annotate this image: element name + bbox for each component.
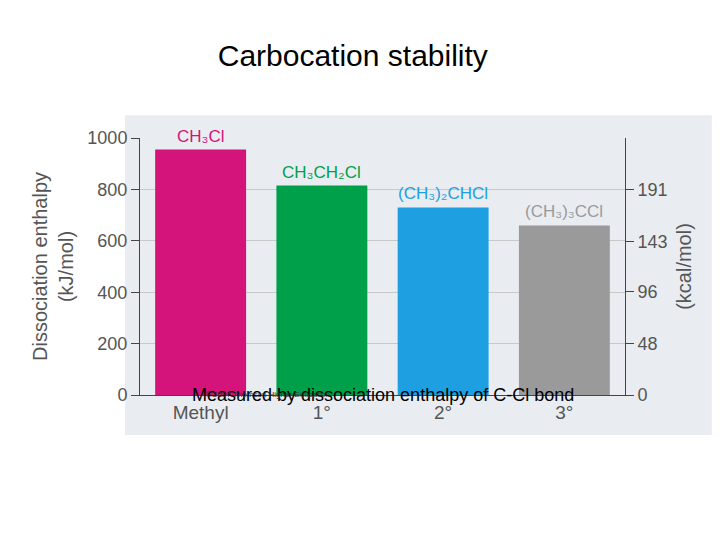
svg-text:96: 96 xyxy=(638,282,658,302)
svg-text:(CH₃)₃CCl: (CH₃)₃CCl xyxy=(525,202,603,221)
svg-text:1000: 1000 xyxy=(87,128,127,148)
svg-text:200: 200 xyxy=(97,334,127,354)
svg-text:143: 143 xyxy=(638,232,668,252)
svg-text:© 2007 Thomson Higher Educatio: © 2007 Thomson Higher Education xyxy=(205,390,330,399)
svg-text:2°: 2° xyxy=(434,402,452,423)
svg-text:400: 400 xyxy=(97,283,127,303)
svg-text:0: 0 xyxy=(638,385,648,405)
svg-text:Dissociation enthalpy(kJ/mol): Dissociation enthalpy(kJ/mol) xyxy=(29,172,77,361)
svg-text:CH₃Cl: CH₃Cl xyxy=(177,127,225,146)
svg-text:600: 600 xyxy=(97,231,127,251)
svg-text:(kcal/mol): (kcal/mol) xyxy=(673,223,695,310)
svg-text:Measured by dissociation entha: Measured by dissociation enthalpy of C-C… xyxy=(192,385,574,405)
svg-text:3°: 3° xyxy=(555,402,573,423)
svg-text:Methyl: Methyl xyxy=(173,402,229,423)
svg-text:800: 800 xyxy=(97,180,127,200)
svg-text:CH₃CH₂Cl: CH₃CH₂Cl xyxy=(282,163,361,182)
svg-text:Carbocation stability: Carbocation stability xyxy=(218,39,488,72)
svg-text:48: 48 xyxy=(638,334,658,354)
svg-text:0: 0 xyxy=(117,385,127,405)
svg-text:1°: 1° xyxy=(313,402,331,423)
svg-text:(CH₃)₂CHCl: (CH₃)₂CHCl xyxy=(398,184,488,203)
svg-text:191: 191 xyxy=(638,180,668,200)
